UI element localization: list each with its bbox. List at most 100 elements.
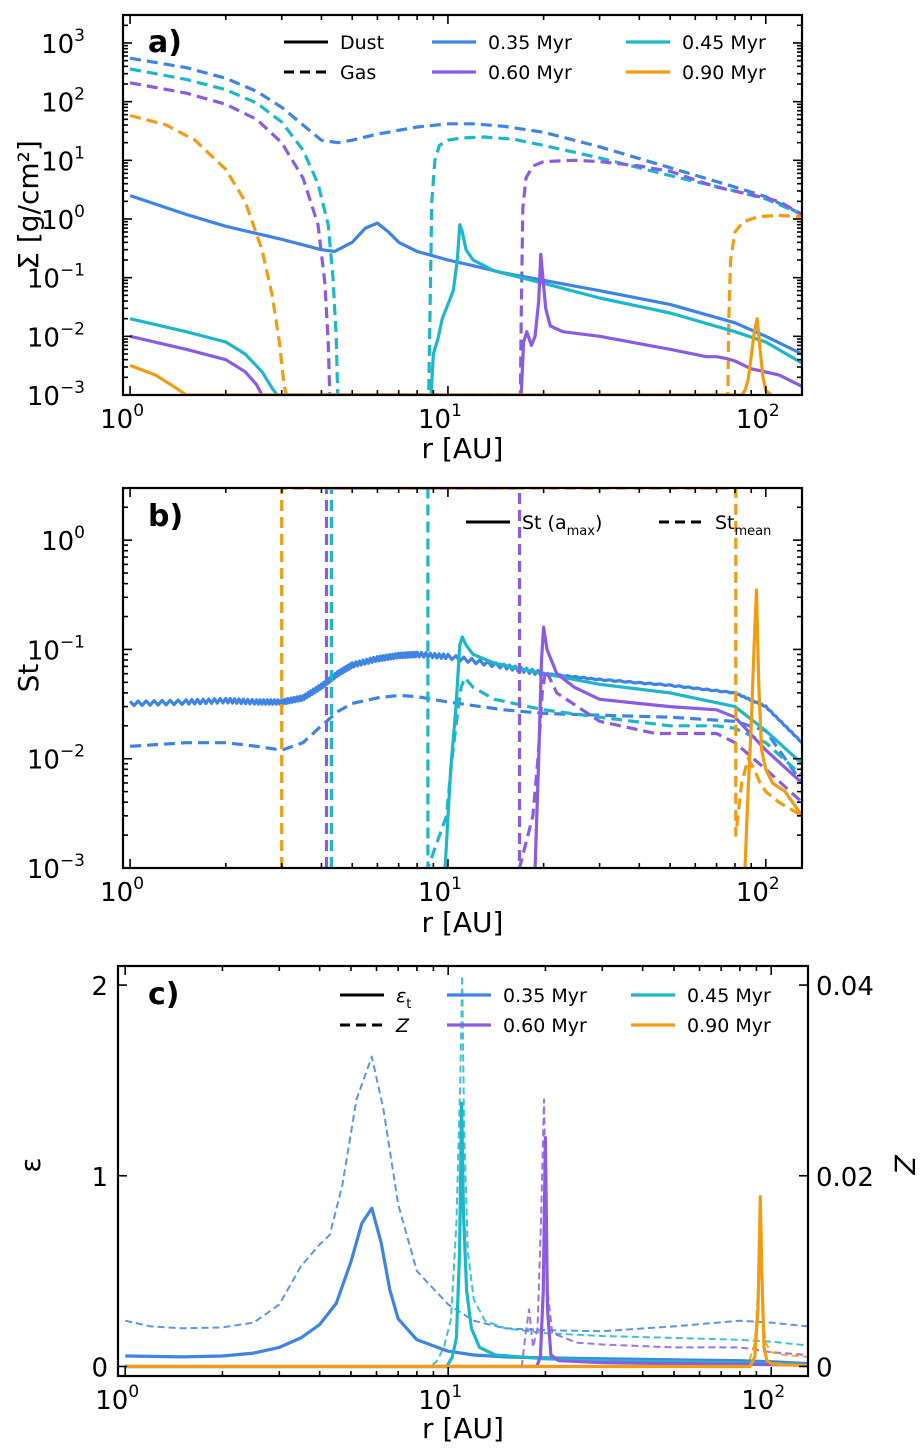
legend-time-label: 0.90 Myr	[682, 62, 766, 84]
x-ticks: 100 101 102	[95, 966, 785, 1416]
series-line-st-amax-0-60-myr	[533, 625, 802, 868]
x-tick-label: 102	[736, 874, 780, 908]
x-tick-base: 10	[736, 878, 769, 908]
x-tick-exp: 1	[451, 1382, 462, 1402]
legend: St (amax) Stmean	[466, 512, 771, 539]
legend-label-main: St (a	[522, 512, 567, 534]
legend-style-label: Stmean	[715, 512, 771, 539]
series-line-stmean-0-90-myr	[280, 488, 802, 868]
series-line-stmean-0-60-myr	[324, 488, 802, 868]
y-tick-label: 10−1	[27, 261, 85, 295]
x-tick-label: 102	[736, 401, 780, 435]
series-line-dust-0-90-myr	[129, 317, 773, 395]
series-group	[124, 974, 808, 1369]
y-tick-exp: 0	[74, 202, 85, 222]
y-tick-exp: −1	[60, 632, 85, 652]
y-tick-base: 10	[27, 323, 60, 353]
legend-time-label: 0.35 Myr	[503, 985, 587, 1007]
series-line-z-0-35-myr	[124, 1055, 808, 1333]
x-axis-label: r [AU]	[422, 1412, 504, 1445]
legend-style-label: Gas	[340, 62, 376, 84]
y-tick-exp: −2	[60, 319, 85, 339]
y-tick-label: 0	[91, 1353, 108, 1383]
series-line-dust-0-60-myr	[129, 252, 802, 395]
panel-tag: a)	[148, 25, 182, 60]
legend-style-label: St (amax)	[522, 512, 602, 539]
x-tick-base: 10	[100, 878, 133, 908]
y-tick-label: 102	[41, 85, 85, 119]
x-tick-base: 10	[418, 878, 451, 908]
y-tick-label: 10−3	[27, 378, 85, 412]
x-tick-base: 10	[418, 405, 451, 435]
legend-label-sub: t	[406, 997, 411, 1012]
legend-style-label: Z	[395, 1015, 410, 1037]
series-line-st-amax-0-45-myr	[443, 635, 802, 868]
legend: Dust Gas 0.35 Myr 0.45 Myr 0.60 Myr 0.90 Myr	[284, 32, 766, 84]
x-tick-label: 101	[418, 401, 462, 435]
x-tick-label: 100	[100, 874, 144, 908]
series-line-st-amax-0-90-myr	[743, 588, 802, 868]
legend-label-sub: max	[567, 524, 596, 539]
x-tick-exp: 2	[774, 1382, 785, 1402]
series-line-gas-0-45-myr	[129, 67, 802, 395]
y-tick-exp: 3	[74, 26, 85, 46]
y-tick-label: 10−2	[27, 742, 85, 776]
y-tick-exp: −2	[60, 742, 85, 762]
legend-label-after: )	[595, 512, 602, 534]
series-line-gas-0-35-myr	[129, 56, 802, 216]
y-tick-base: 10	[27, 382, 60, 412]
axes-frame	[116, 964, 810, 1378]
x-tick-exp: 0	[133, 874, 144, 894]
series-group	[129, 56, 802, 395]
series-line-st-amax-0-35-myr	[128, 650, 802, 744]
x-tick-label: 101	[418, 1382, 462, 1416]
legend-time-label: 0.60 Myr	[503, 1015, 587, 1037]
series-line-gas-0-60-myr	[129, 81, 802, 395]
y-tick-exp: −3	[60, 851, 85, 871]
y-tick-exp: −1	[60, 261, 85, 281]
x-tick-label: 100	[100, 401, 144, 435]
x-tick-exp: 0	[133, 401, 144, 421]
y-tick-label: 103	[41, 26, 85, 60]
series-line-stmean-0-35-myr	[129, 693, 802, 784]
y-tick-base: 10	[27, 855, 60, 885]
x-tick-base: 10	[100, 405, 133, 435]
y2-tick-label: 0	[816, 1353, 833, 1383]
y-tick-label: 10−1	[27, 632, 85, 666]
y-tick-exp: −3	[60, 378, 85, 398]
legend: εtZ 0.35 Myr 0.45 Myr 0.60 Myr 0.90 Myr	[340, 985, 771, 1037]
legend-label-main: Z	[395, 1015, 410, 1037]
y-tick-base: 10	[41, 30, 74, 60]
y2-tick-label: 0.04	[816, 972, 874, 1002]
y-tick-label: 101	[41, 143, 85, 177]
y2-tick-label: 0.02	[816, 1163, 874, 1193]
legend-time-label: 0.35 Myr	[488, 32, 572, 54]
y-tick-base: 10	[27, 746, 60, 776]
legend-time-label: 0.45 Myr	[687, 985, 771, 1007]
x-tick-exp: 2	[769, 401, 780, 421]
x-axis-label: r [AU]	[422, 432, 504, 465]
x-tick-exp: 1	[451, 874, 462, 894]
y-tick-base: 10	[41, 206, 74, 236]
y-tick-base: 10	[27, 636, 60, 666]
y-tick-label: 1	[91, 1163, 108, 1193]
x-ticks: 100 101 102	[100, 15, 780, 435]
y-tick-label: 2	[91, 972, 108, 1002]
legend-label-main: ε	[396, 985, 406, 1007]
y-tick-label: 10−3	[27, 851, 85, 885]
y-axis-label: ε	[14, 1157, 47, 1172]
series-line-eps-0-35-myr	[125, 1206, 808, 1366]
x-ticks: 100 101 102	[100, 488, 780, 908]
y-tick-label: 100	[41, 202, 85, 236]
y-tick-base: 10	[41, 527, 74, 557]
legend-time-label: 0.90 Myr	[687, 1015, 771, 1037]
y-tick-label: 10−2	[27, 319, 85, 353]
axes-frame	[121, 13, 804, 397]
y-tick-exp: 0	[74, 523, 85, 543]
panel-tag: c)	[148, 977, 180, 1012]
